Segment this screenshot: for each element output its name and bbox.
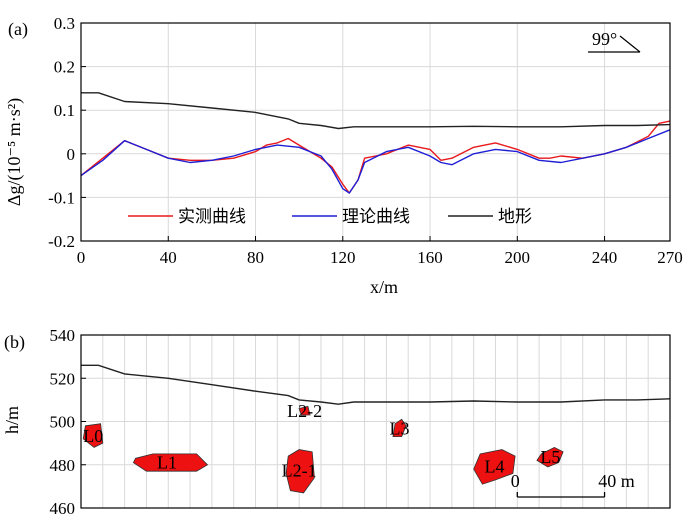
body-l5 (536, 446, 564, 468)
legend-label-terrain: 地形 (498, 207, 532, 227)
body-l3 (392, 418, 407, 438)
legend: 实测曲线 理论曲线 地形 (128, 207, 532, 227)
panel-a-x-tick-label: 200 (505, 248, 531, 267)
body-l1 (132, 453, 209, 472)
panel-b-y-tick-label: 540 (50, 326, 76, 345)
panel-a-x-tick-label: 160 (417, 248, 443, 267)
panel-b: (b) h/m 540 520 500 480 460 L0 L1 L2-1 L2-2 L3 L4… (2, 326, 671, 518)
panel-a-x-tick-label: 240 (592, 248, 618, 267)
panel-a-x-tick-label: 40 (160, 248, 177, 267)
panel-a-y-axis-label: Δg/(10⁻⁵ m·s²) (4, 98, 25, 206)
panel-a: (a) Δg/(10⁻⁵ m·s²) x/m 0 40 80 120 160 200 240… (4, 14, 683, 297)
body-label-l5: L5 (540, 447, 560, 467)
direction-annotation: 99° (588, 29, 641, 53)
body-label-l3: L3 (389, 418, 409, 438)
scale-bar: 0 40 m (511, 471, 635, 498)
legend-label-measured: 实测曲线 (178, 207, 246, 227)
body-l0 (82, 423, 104, 448)
panel-a-y-tick-label: -0.2 (48, 232, 75, 251)
panel-a-x-tick-label: 0 (77, 248, 86, 267)
panel-a-axes-frame (80, 22, 671, 242)
panel-b-y-tick-label: 480 (50, 456, 76, 475)
panel-b-bodies: L0 L1 L2-1 L2-2 L3 L4 L5 (82, 401, 564, 494)
panel-b-axes-frame (80, 334, 671, 509)
direction-strike-line (619, 35, 641, 53)
panel-a-series (80, 92, 671, 194)
panel-a-x-axis-label: x/m (370, 277, 398, 297)
body-label-l2-1: L2-1 (282, 460, 317, 480)
panel-a-ticks: 0 40 80 120 160 200 240 270 0.3 0.2 0.1 0 -0.1 -0.2 (48, 14, 683, 267)
body-label-l0: L0 (83, 426, 103, 446)
panel-a-label: (a) (8, 19, 28, 40)
panel-b-terrain (81, 364, 671, 405)
body-l4 (473, 449, 516, 485)
panel-b-y-tick-label: 520 (50, 369, 76, 388)
panel-a-y-tick-label: -0.1 (48, 188, 75, 207)
panel-a-x-tick-label: 270 (657, 248, 683, 267)
series-line-terrain (81, 92, 671, 130)
panel-b-label: (b) (4, 332, 25, 353)
panel-b-grid (81, 334, 670, 509)
body-l2-2 (298, 405, 311, 416)
scale-bar-start-label: 0 (511, 471, 520, 491)
body-label-l4: L4 (485, 457, 505, 477)
direction-angle-label: 99° (592, 29, 617, 49)
panel-a-y-tick-label: 0 (67, 145, 76, 164)
panel-b-y-tick-label: 500 (50, 413, 76, 432)
panel-a-x-tick-label: 120 (330, 248, 356, 267)
body-label-l1: L1 (157, 452, 177, 472)
panel-a-x-tick-label: 80 (247, 248, 264, 267)
scale-bar-end-label: 40 m (598, 471, 635, 491)
panel-b-y-axis-label: h/m (2, 406, 22, 434)
body-l2-1 (285, 449, 315, 494)
panel-b-ticks: 540 520 500 480 460 (50, 326, 86, 518)
legend-label-theoretical: 理论曲线 (342, 207, 410, 227)
panel-a-y-tick-label: 0.2 (54, 58, 75, 77)
body-label-l2-2: L2-2 (287, 401, 322, 421)
panel-a-y-tick-label: 0.3 (54, 14, 75, 33)
panel-a-y-tick-label: 0.1 (54, 101, 75, 120)
panel-b-y-tick-label: 460 (50, 499, 76, 518)
series-line-theoretical (80, 129, 671, 194)
terrain-profile-line (81, 364, 671, 405)
